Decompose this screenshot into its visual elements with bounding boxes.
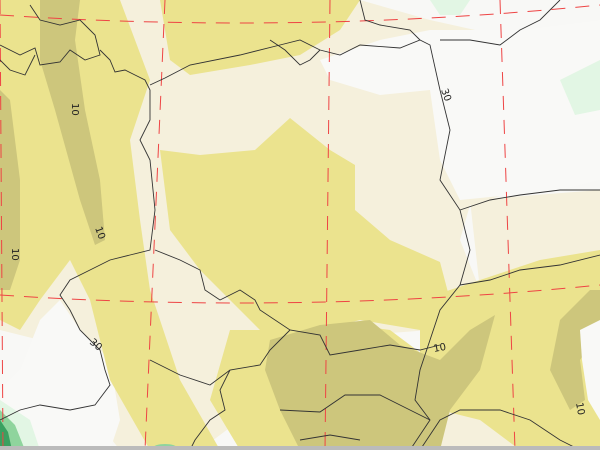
field-yellow-west (0, 0, 220, 450)
contour-label: 10 (433, 342, 447, 355)
contour-label: 10 (92, 225, 107, 241)
field-green-light-ne (560, 60, 600, 115)
field-yellow-central (160, 118, 450, 335)
contour-label: 10 (9, 248, 20, 261)
field-yellow-se (420, 250, 600, 450)
field-green-light-n (430, 0, 470, 15)
field-olive-far-west (0, 90, 20, 290)
field-white-sw (0, 300, 120, 450)
field-olive-east (550, 290, 600, 410)
field-yellow-north (160, 0, 360, 75)
contour-label: 10 (69, 103, 80, 116)
field-olive-west-band (40, 0, 105, 245)
field-olive-south (265, 315, 495, 450)
field-white-east-strip (580, 320, 600, 420)
field-white-north (320, 20, 600, 200)
contour-label: 30 (438, 87, 453, 103)
bottom-edge (0, 446, 600, 450)
contour-label: 10 (573, 402, 586, 416)
